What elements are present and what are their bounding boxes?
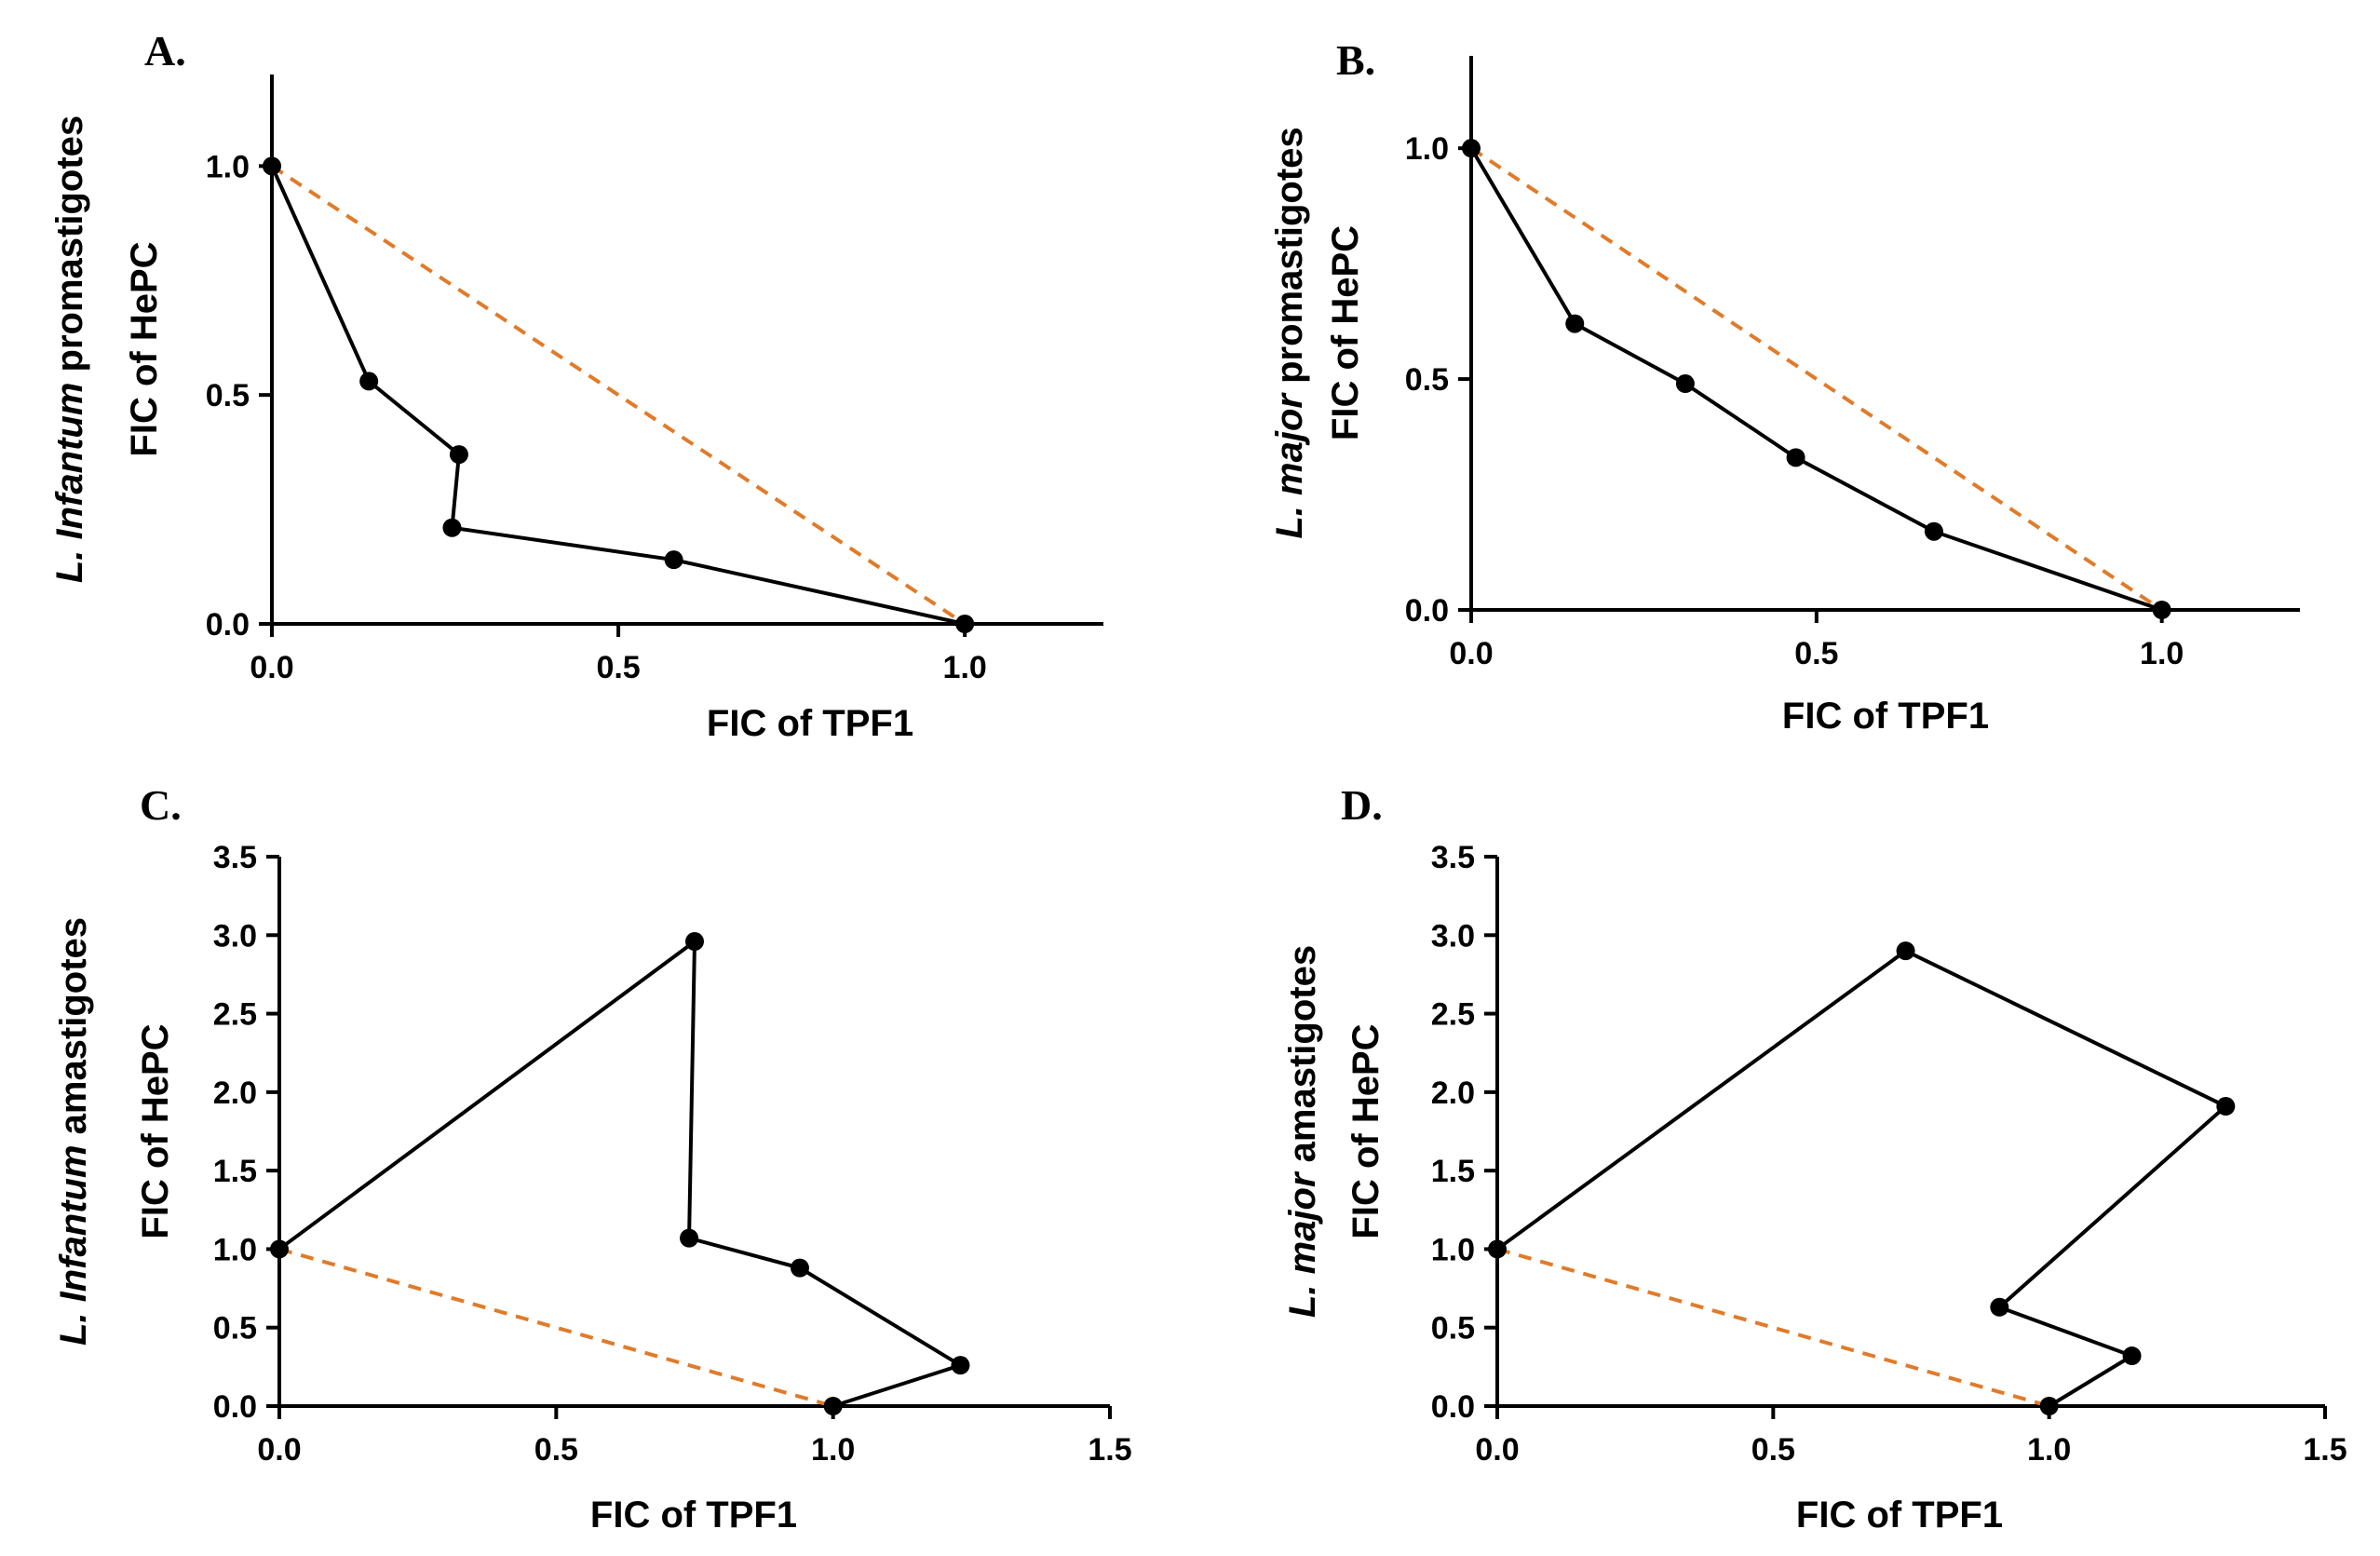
additivity-line [1469, 146, 2163, 612]
y-tick-label: 3.0 [1431, 918, 1475, 954]
data-point [1565, 314, 1585, 333]
data-point [1924, 521, 1943, 541]
y-tick-label: 1.0 [206, 149, 250, 184]
y-tick-label: 0.5 [1431, 1311, 1475, 1346]
panel-label: A. [144, 27, 186, 74]
chart-panel-c: C. 0.0 0.5 1.0 1.5 0.0 0.5 1.0 1.5 2.0 2.5 3.0 3.5 FI… [53, 781, 1132, 1536]
y-tick-label: 1.0 [1405, 131, 1449, 167]
data-point [449, 445, 468, 465]
data-point [442, 518, 462, 537]
y-axis-title-organism: L. Infantum amastigotes [53, 917, 94, 1346]
x-tick-label: 1.0 [811, 1432, 855, 1468]
series-line [277, 938, 966, 1408]
panel-label: C. [140, 781, 182, 829]
x-tick-label: 1.5 [2303, 1432, 2346, 1468]
x-tick-label: 0.0 [1449, 636, 1493, 671]
data-point [263, 156, 281, 176]
x-axis-title: FIC of TPF1 [707, 703, 913, 744]
chart-panel-d: D. 0.0 0.5 1.0 1.5 0.0 0.5 1.0 1.5 2.0 2.5 3.0 3.5 FI… [1282, 781, 2347, 1536]
data-point [664, 550, 683, 570]
chart-panel-a: A. 0.0 0.5 1.0 0.0 0.5 1.0 FIC of TPF1 L. Infant… [49, 27, 1103, 744]
data-point [2216, 1097, 2236, 1116]
data-point [1786, 448, 1805, 467]
y-tick-label: 0.5 [213, 1311, 257, 1346]
data-point [359, 372, 379, 391]
x-tick-label: 0.5 [1751, 1432, 1795, 1468]
x-tick-label: 0.5 [596, 650, 640, 685]
series-line [270, 165, 966, 626]
y-axis-title-organism: L. major promastigotes [1269, 127, 1310, 538]
data-point [2039, 1397, 2059, 1415]
data-point [680, 1228, 699, 1248]
data-point [1488, 1239, 1507, 1259]
y-tick-label: 0.0 [1405, 593, 1449, 629]
additivity-line [278, 1247, 834, 1408]
y-axis-title-fic: FIC of HePC [135, 1023, 176, 1238]
y-tick-label: 2.5 [1431, 997, 1475, 1033]
panel-label: D. [1341, 781, 1383, 829]
chart-panel-b: B. 0.0 0.5 1.0 0.0 0.5 1.0 FIC of TPF1 L. major … [1269, 36, 2300, 737]
data-point [790, 1258, 809, 1278]
data-point [955, 615, 975, 633]
series-line [1469, 147, 2163, 612]
data-point [2122, 1346, 2142, 1366]
y-tick-label: 1.5 [213, 1154, 257, 1189]
x-tick-label: 0.0 [250, 650, 293, 685]
y-tick-label: 0.5 [206, 378, 250, 413]
data-point [685, 932, 704, 952]
y-tick-label: 3.5 [1431, 840, 1475, 875]
y-axis-title-fic: FIC of HePC [1346, 1023, 1386, 1238]
x-axis-title: FIC of TPF1 [590, 1495, 797, 1536]
y-tick-label: 0.5 [1405, 362, 1449, 398]
data-point [823, 1397, 843, 1415]
data-point [1675, 374, 1695, 394]
y-axis-title-organism: L. major amastigotes [1282, 945, 1323, 1318]
y-tick-label: 1.0 [1431, 1232, 1475, 1267]
x-tick-label: 1.0 [2140, 636, 2184, 671]
y-tick-label: 2.0 [1431, 1076, 1475, 1111]
x-tick-label: 1.0 [943, 650, 987, 685]
additivity-line [270, 164, 967, 626]
x-axis-title: FIC of TPF1 [1796, 1495, 2003, 1536]
y-tick-label: 0.0 [206, 607, 250, 643]
data-point [2152, 601, 2171, 619]
x-tick-label: 1.5 [1088, 1432, 1131, 1468]
panel-label: B. [1336, 36, 1375, 84]
y-axis-title-fic: FIC of HePC [1325, 225, 1366, 440]
x-tick-label: 0.0 [257, 1432, 301, 1468]
y-tick-label: 0.0 [1431, 1389, 1475, 1425]
x-axis-title: FIC of TPF1 [1782, 696, 1989, 737]
data-point [1990, 1297, 2009, 1317]
x-tick-label: 0.5 [534, 1432, 578, 1468]
data-point [951, 1356, 970, 1375]
data-point [1896, 941, 1915, 961]
y-tick-label: 2.0 [213, 1076, 257, 1111]
data-point [270, 1239, 289, 1259]
y-tick-label: 1.5 [1431, 1154, 1475, 1189]
x-tick-label: 0.5 [1794, 636, 1838, 671]
y-tick-label: 1.0 [213, 1232, 257, 1267]
y-tick-label: 2.5 [213, 997, 257, 1033]
y-tick-label: 3.0 [213, 918, 257, 954]
additivity-line [1496, 1247, 2050, 1408]
y-axis-title-organism: L. Infantum promastigotes [49, 115, 90, 583]
data-point [1462, 139, 1481, 158]
y-tick-label: 3.5 [213, 840, 257, 875]
x-tick-label: 0.0 [1475, 1432, 1519, 1468]
y-tick-label: 0.0 [213, 1389, 257, 1425]
series-line [1495, 948, 2229, 1408]
y-axis-title-fic: FIC of HePC [124, 241, 165, 456]
x-tick-label: 1.0 [2027, 1432, 2071, 1468]
